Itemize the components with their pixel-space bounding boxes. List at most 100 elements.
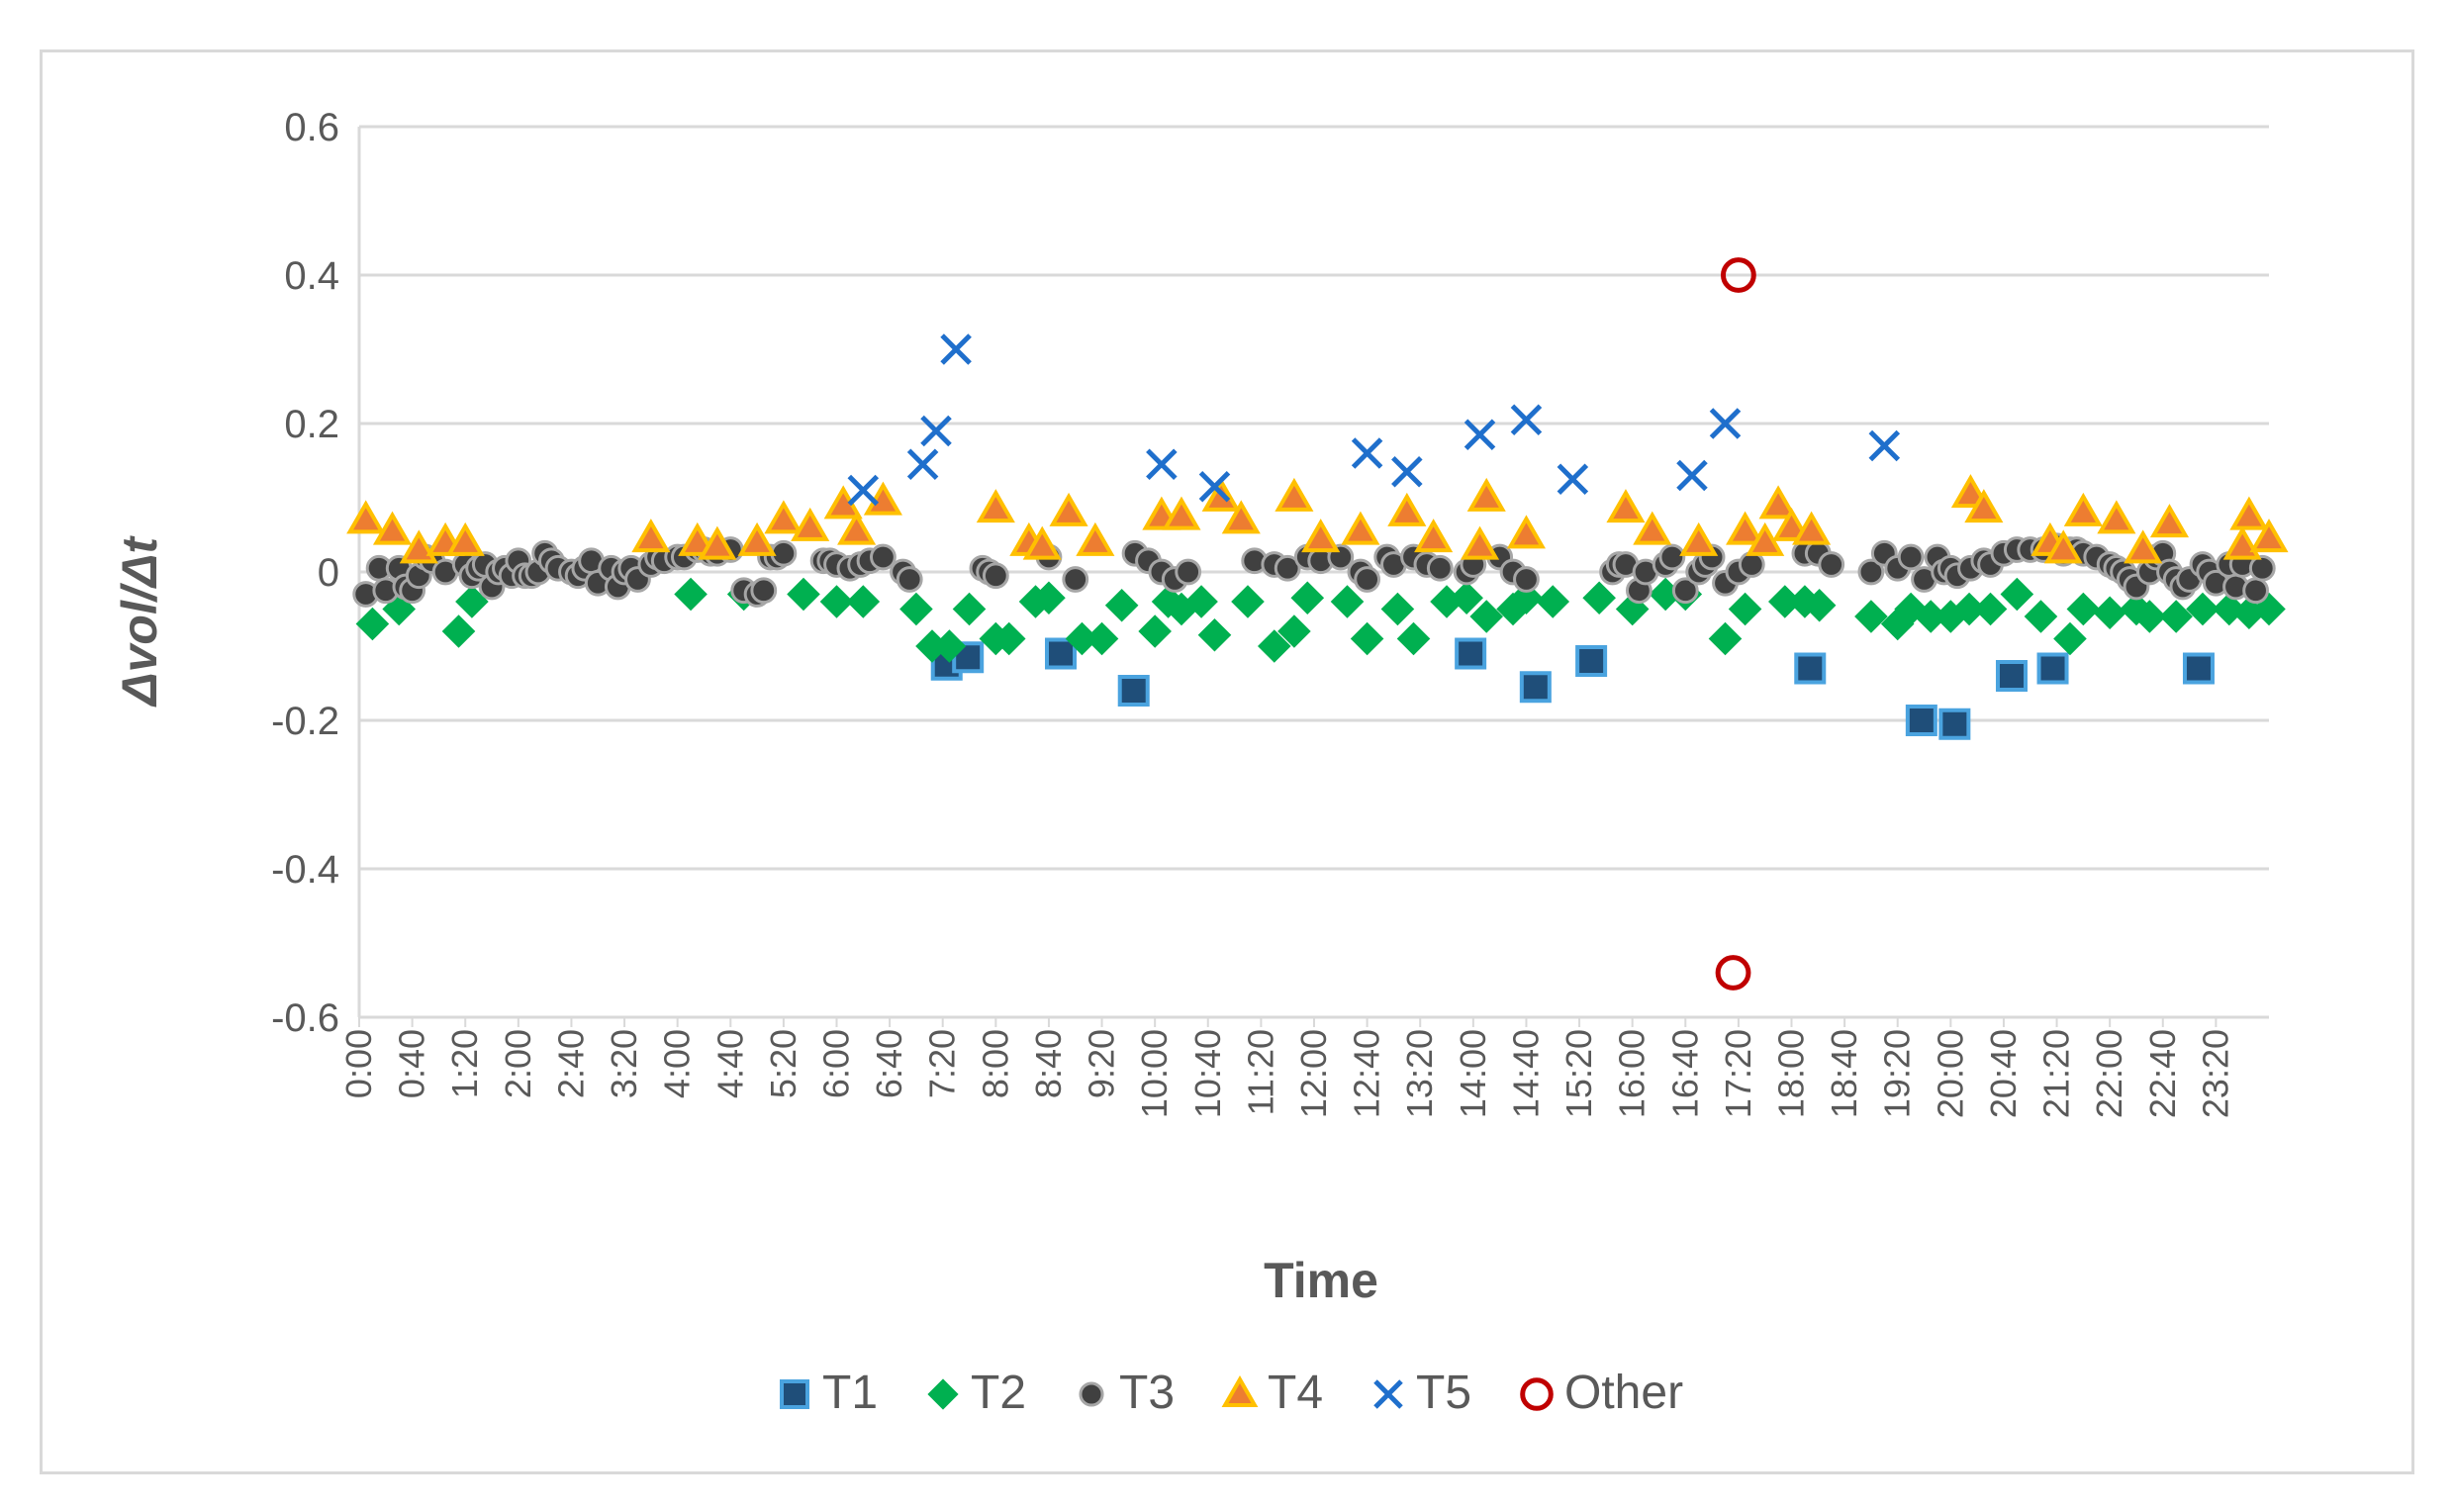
data-point-t3 [982,562,1009,590]
data-point-t4 [631,519,671,553]
data-point-t4 [1275,477,1314,512]
data-point-t4 [2222,525,2262,560]
data-point-t2 [1728,592,1762,626]
point-marker [1138,614,1172,648]
point-marker [940,333,972,365]
point-marker [1341,511,1380,545]
data-point-t2 [1277,614,1311,648]
point-marker [847,474,880,507]
point-marker [1510,404,1543,436]
data-point-t4 [1606,489,1646,523]
point-marker [1290,581,1325,615]
point-marker [1606,489,1646,523]
point-marker [737,521,777,556]
point-marker [2249,519,2289,553]
point-marker [1952,592,1986,626]
y-tick-label: 0.2 [284,403,339,446]
point-marker [780,1379,809,1409]
point-marker [1679,521,1719,556]
point-marker [1894,592,1928,626]
data-point-t4 [2043,529,2083,564]
data-point-t3 [1175,558,1202,586]
point-marker [2248,554,2276,582]
point-marker [2000,577,2034,612]
y-tick-label: 0.6 [284,106,339,149]
data-point-t3 [750,577,778,605]
point-marker [1274,554,1301,582]
data-point-t2 [1396,621,1431,656]
data-point-t2 [2000,577,2034,612]
legend-item-other: Other [1520,1367,1683,1419]
data-point-t4 [2097,500,2136,534]
x-tick-label: 22:00 [2089,1029,2129,1118]
data-point-t4 [1162,496,1201,530]
point-marker [372,511,413,545]
data-point-t5 [1146,448,1178,481]
data-point-t2 [1065,621,1099,656]
x-tick-label: 6:40 [869,1029,909,1098]
point-marker [1387,492,1427,526]
point-marker [1557,463,1589,496]
data-point-t3 [1897,543,1925,571]
legend-label: T5 [1416,1367,1471,1419]
point-marker [399,529,438,564]
data-point-t4 [346,500,386,534]
data-point-t4 [1792,511,1832,545]
point-marker [1380,592,1415,626]
point-marker [1104,588,1139,622]
point-marker [1709,408,1742,439]
data-point-t2 [1165,592,1198,626]
series-t1 [930,637,2215,740]
point-marker [932,629,967,663]
x-tick-label: 3:20 [604,1029,644,1098]
data-point-t5 [1391,455,1423,488]
data-point-t2 [819,585,854,618]
legend-label: T1 [822,1367,878,1419]
x-tick-label: 0:00 [338,1029,379,1098]
x-tick-label: 4:40 [709,1029,750,1098]
data-point-t2 [1496,592,1530,626]
y-tick-label: 0 [318,551,339,595]
point-marker [791,507,830,541]
data-point-t4 [737,521,777,556]
legend-item-t4: T4 [1221,1367,1323,1419]
data-point-t2 [2093,596,2126,630]
x-tick-label: 16:00 [1612,1029,1652,1118]
data-point-t4 [764,500,803,534]
legend: T1 T2 T3 T4 T5 Other [780,1367,1683,1419]
x-tick-label: 2:00 [498,1029,538,1098]
x-tick-label: 7:20 [922,1029,963,1098]
data-point-t5 [1510,404,1543,436]
point-marker [1519,671,1552,704]
data-point-t2 [1880,607,1915,641]
data-point-t5 [1676,459,1708,492]
data-point-t3 [1354,566,1381,593]
data-point-t1 [1995,660,2028,692]
data-point-t5 [1198,470,1231,503]
data-point-t3 [1671,577,1699,605]
point-marker [2024,600,2058,633]
data-point-t4 [791,507,830,541]
x-tick-label: 8:40 [1028,1029,1069,1098]
data-point-t2 [455,585,489,618]
point-marker [982,562,1009,590]
data-point-t2 [1257,629,1291,663]
data-point-t2 [1767,585,1802,618]
x-tick-label: 11:20 [1240,1029,1280,1115]
x-tick-label: 10:00 [1134,1029,1175,1118]
series-other [1715,257,1756,991]
data-point-t1 [1575,645,1608,677]
data-point-t3 [1426,554,1454,582]
data-point-t3 [770,539,798,567]
data-point-t3 [1857,558,1885,586]
data-point-t3 [2248,554,2276,582]
point-marker [1506,515,1547,549]
point-marker [870,543,897,571]
point-marker [1391,455,1423,488]
data-point-t2 [991,621,1026,656]
x-tick-label: 4:00 [657,1029,698,1098]
x-tick-label: 17:20 [1718,1029,1758,1118]
point-marker [1818,551,1845,578]
point-marker [2222,525,2262,560]
data-point-t2 [355,607,390,641]
